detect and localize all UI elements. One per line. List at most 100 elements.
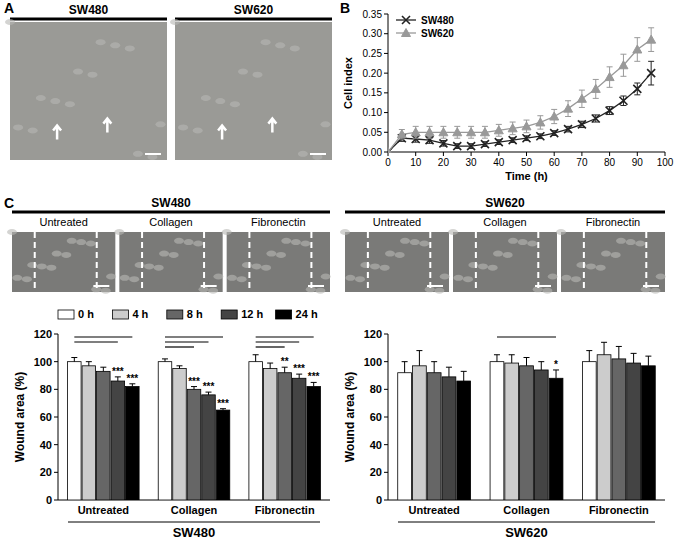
cell-texture	[237, 276, 247, 282]
cell-texture	[440, 274, 450, 280]
cell-texture	[453, 275, 463, 281]
marker	[453, 128, 462, 136]
y-tick-label: 0.35	[363, 9, 383, 20]
bar	[111, 381, 125, 500]
cell-texture	[468, 262, 478, 268]
y-tick-label: 0	[376, 494, 382, 506]
marker	[388, 148, 393, 154]
bar	[278, 373, 292, 500]
cell-texture	[656, 274, 666, 280]
bar	[612, 359, 626, 500]
bar	[442, 377, 456, 500]
error-bar	[267, 363, 273, 369]
cell-texture	[290, 45, 300, 51]
error-bar	[634, 83, 640, 95]
cell-texture	[86, 241, 96, 247]
marker	[508, 124, 517, 132]
cell-texture	[50, 98, 60, 104]
marker	[397, 130, 406, 138]
y-tick	[54, 472, 58, 473]
marker	[591, 84, 600, 92]
cell-texture	[61, 252, 71, 258]
image-area	[175, 22, 332, 160]
group-rule	[68, 522, 320, 523]
bar	[126, 387, 140, 500]
marker	[439, 139, 447, 147]
comparison-line	[256, 341, 300, 342]
y-tick	[384, 389, 388, 390]
cell-texture	[129, 276, 139, 282]
y-tick	[384, 334, 388, 335]
y-tick-label: 80	[370, 383, 382, 395]
image-label: SW480	[69, 3, 109, 17]
x-axis-label: Time (h)	[505, 170, 548, 182]
marker	[605, 73, 614, 81]
cell-texture	[503, 252, 513, 258]
comparison-line	[165, 341, 209, 342]
y-tick-label: 0.10	[363, 107, 383, 118]
cell-texture	[101, 288, 111, 294]
legend-label: 8 h	[187, 308, 203, 320]
y-tick	[384, 152, 388, 153]
error-bar	[162, 359, 168, 362]
scale-bar	[427, 285, 443, 287]
arrow	[103, 119, 111, 133]
bar	[505, 363, 519, 500]
legend-marker	[402, 16, 410, 24]
image-area	[10, 22, 167, 160]
legend-label: SW480	[421, 15, 454, 26]
wound-edge	[34, 232, 36, 292]
cell-texture	[178, 124, 188, 130]
legend-swatch	[276, 310, 292, 319]
scale-bar	[145, 153, 161, 155]
x-axis-label: SW620	[505, 525, 548, 540]
micrograph	[340, 229, 450, 294]
scale-bar	[93, 285, 109, 287]
bar	[490, 362, 504, 500]
scale-bar	[310, 153, 326, 155]
y-tick	[384, 417, 388, 418]
micrograph	[556, 229, 666, 294]
marker	[425, 128, 434, 136]
image-label: SW620	[234, 3, 274, 17]
cell-texture	[36, 95, 46, 101]
micrograph	[7, 229, 116, 294]
header-rule	[175, 18, 332, 21]
significance: ***	[308, 371, 320, 382]
error-bar	[524, 358, 530, 366]
comparison-line	[165, 336, 223, 337]
legend: 0 h4 h8 h12 h24 h	[58, 308, 318, 320]
marker	[509, 136, 517, 144]
plot-area	[398, 342, 656, 500]
group-rule	[398, 522, 655, 523]
cell-texture	[291, 239, 301, 245]
x-tick-label: 90	[632, 157, 644, 168]
marker	[467, 128, 476, 136]
cell-texture	[125, 45, 135, 51]
error-bar	[431, 362, 437, 373]
cell-texture	[463, 276, 473, 282]
cell-texture	[561, 275, 571, 281]
micrograph	[170, 19, 332, 160]
marker	[647, 35, 656, 43]
cell-texture	[321, 274, 331, 280]
cell-texture	[527, 241, 537, 247]
marker	[439, 128, 448, 136]
bar	[263, 369, 277, 500]
arrow	[218, 126, 226, 140]
cell-texture	[340, 229, 350, 235]
y-tick-label: 60	[370, 411, 382, 423]
cell-texture	[120, 275, 130, 281]
x-tick-label: Collagen	[503, 504, 550, 516]
error-bar	[253, 355, 259, 362]
cell-texture	[400, 238, 410, 244]
y-tick-label: 100	[34, 356, 52, 368]
wound-edge	[583, 232, 585, 292]
y-tick-label: 0.25	[363, 48, 383, 59]
cell-texture	[213, 274, 223, 280]
cell-texture	[478, 263, 488, 269]
cell-texture	[13, 124, 23, 130]
significance: ***	[112, 366, 124, 377]
image-label: Collagen	[149, 216, 192, 228]
y-tick-label: 20	[40, 466, 52, 478]
